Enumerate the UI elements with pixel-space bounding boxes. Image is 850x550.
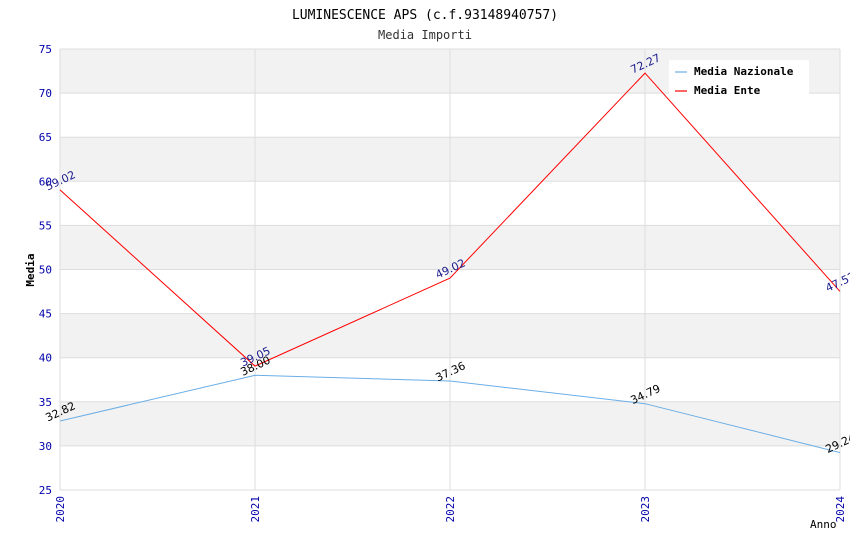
legend: Media Nazionale Media Ente bbox=[669, 60, 809, 98]
chart-title: LUMINESCENCE APS (c.f.93148940757) bbox=[292, 8, 558, 23]
y-tick-label: 55 bbox=[39, 219, 52, 232]
x-axis-ticks: 2020 2021 2022 2023 2024 bbox=[54, 496, 847, 523]
y-axis-label: Media bbox=[24, 253, 37, 286]
y-tick-label: 30 bbox=[39, 440, 52, 453]
legend-label-media-ente: Media Ente bbox=[694, 84, 761, 97]
y-tick-label: 45 bbox=[39, 308, 52, 321]
series-line-media-nazionale bbox=[59, 374, 841, 454]
y-tick-label: 40 bbox=[39, 352, 52, 365]
y-tick-label: 25 bbox=[39, 484, 52, 497]
gridlines bbox=[59, 48, 841, 491]
legend-label-media-nazionale: Media Nazionale bbox=[694, 65, 794, 78]
x-tick-label: 2022 bbox=[444, 496, 457, 523]
y-tick-label: 65 bbox=[39, 131, 52, 144]
data-label-media-ente: 47.52 bbox=[823, 270, 850, 295]
series-line-media-ente bbox=[59, 72, 841, 367]
y-tick-label: 75 bbox=[39, 43, 52, 56]
y-tick-label: 60 bbox=[39, 175, 52, 188]
x-tick-label: 2021 bbox=[249, 496, 262, 523]
y-axis-ticks: 25 30 35 40 45 50 55 60 65 70 75 bbox=[39, 43, 52, 497]
x-tick-label: 2024 bbox=[834, 496, 847, 523]
x-axis-label: Anno bbox=[810, 518, 837, 531]
x-tick-label: 2023 bbox=[639, 496, 652, 523]
series-layer bbox=[59, 72, 841, 454]
x-tick-label: 2020 bbox=[54, 496, 67, 523]
legend-box bbox=[669, 60, 809, 98]
y-tick-label: 50 bbox=[39, 264, 52, 277]
chart-subtitle: Media Importi bbox=[378, 28, 472, 42]
y-tick-label: 35 bbox=[39, 396, 52, 409]
y-tick-label: 70 bbox=[39, 87, 52, 100]
